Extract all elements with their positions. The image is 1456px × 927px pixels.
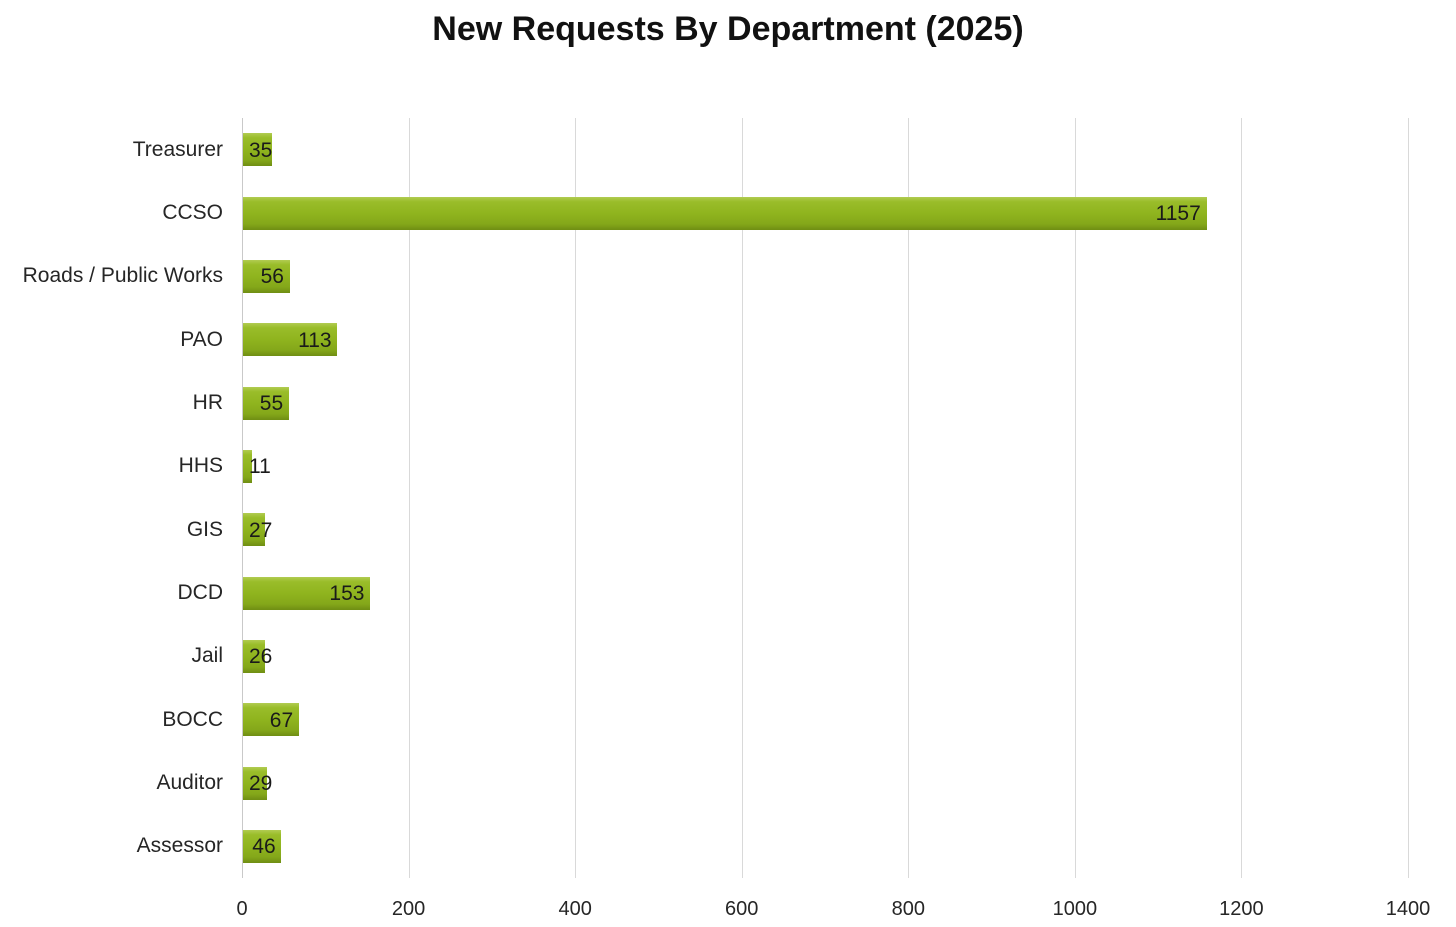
data-label: 46	[252, 835, 276, 859]
x-tick-label: 1000	[1052, 898, 1098, 920]
gridline	[1241, 118, 1243, 878]
category-label: Assessor	[136, 834, 223, 858]
bar	[243, 259, 290, 293]
bar	[243, 323, 337, 357]
data-label: 56	[260, 265, 284, 289]
bar	[243, 829, 281, 863]
x-tick-label: 1400	[1385, 898, 1431, 920]
bar	[243, 133, 272, 167]
x-tick-label: 200	[391, 898, 426, 920]
chart-title: New Requests By Department (2025)	[432, 10, 1024, 48]
gridline	[908, 118, 910, 878]
gridline	[575, 118, 577, 878]
data-label: 35	[249, 138, 273, 162]
bar	[243, 196, 1207, 230]
x-tick-label: 1200	[1219, 898, 1264, 920]
category-label: PAO	[180, 327, 223, 351]
data-label: 11	[249, 455, 271, 479]
data-label: 27	[249, 518, 273, 542]
data-label: 113	[298, 328, 332, 352]
category-label: Treasurer	[132, 137, 223, 161]
data-label: 55	[259, 392, 284, 415]
value-axis-zero-line	[242, 118, 243, 878]
bar	[243, 513, 265, 547]
x-tick-label: 600	[725, 898, 759, 920]
x-tick-label: 0	[236, 898, 248, 920]
category-label: HR	[192, 391, 223, 414]
gridline	[408, 118, 410, 878]
bar	[243, 386, 289, 420]
data-label: 1157	[1155, 202, 1201, 225]
gridline	[741, 118, 743, 878]
category-label: BOCC	[162, 707, 223, 731]
bar	[243, 703, 299, 737]
data-label: 26	[249, 645, 273, 669]
category-label: HHS	[178, 454, 223, 478]
bar	[243, 449, 252, 483]
category-label: DCD	[177, 581, 224, 604]
bar	[243, 766, 267, 800]
data-label: 29	[249, 772, 273, 795]
bar	[243, 639, 265, 673]
category-label: Roads / Public Works	[22, 264, 223, 288]
category-label: Jail	[191, 644, 223, 668]
category-label: CCSO	[162, 201, 223, 224]
category-label: GIS	[186, 517, 223, 541]
data-label: 67	[269, 708, 294, 732]
x-tick-label: 400	[558, 898, 592, 920]
x-tick-label: 800	[891, 898, 925, 920]
data-label: 153	[329, 582, 365, 605]
bar	[243, 576, 370, 610]
gridline	[1408, 118, 1409, 878]
gridline	[1074, 118, 1076, 878]
category-label: Auditor	[156, 771, 223, 794]
